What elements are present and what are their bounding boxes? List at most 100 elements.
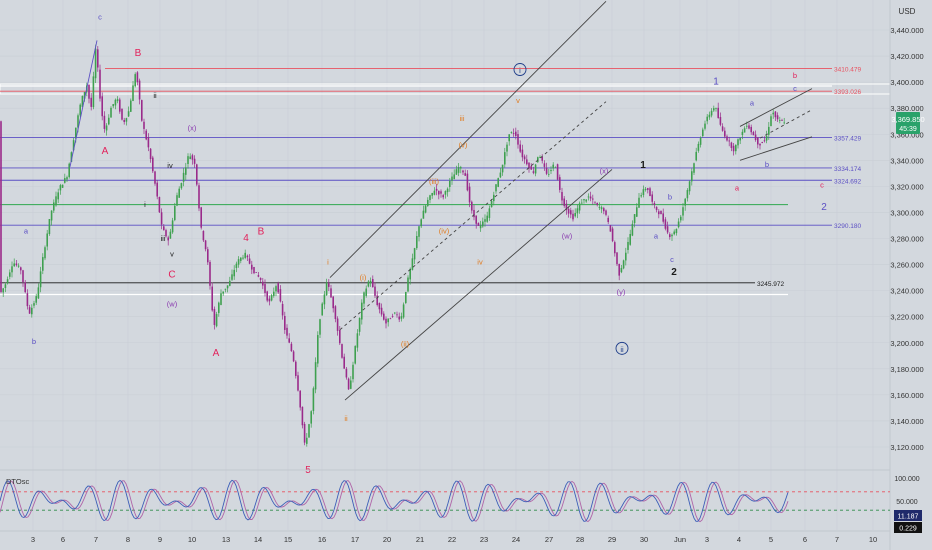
candle-body (273, 291, 275, 296)
candle-body (471, 201, 473, 211)
candle-body (429, 195, 431, 200)
candle-body (754, 134, 757, 140)
candle-body (251, 264, 253, 270)
candle-body (295, 361, 297, 376)
candle-body (416, 236, 418, 249)
wave-label: i (327, 258, 329, 267)
candle-body (361, 302, 363, 320)
candle-body (521, 149, 524, 158)
wave-label: (x) (188, 123, 197, 132)
candle-body (671, 234, 673, 237)
candle-body (11, 266, 13, 273)
candle-body (147, 137, 150, 148)
candle-body (191, 155, 194, 160)
candle-body (611, 228, 614, 242)
candle-body (275, 286, 277, 292)
x-tick-label: 3 (705, 535, 709, 544)
candle-body (598, 206, 601, 208)
candle-body (457, 167, 460, 173)
candle-body (548, 173, 550, 175)
osc-value-tag (894, 522, 922, 533)
candle-body (237, 259, 240, 265)
candle-body (253, 267, 255, 274)
wave-label: A (102, 146, 109, 157)
x-tick-label: 7 (94, 535, 98, 544)
candle-body (686, 190, 689, 199)
candle-body (288, 338, 290, 343)
candle-body (660, 210, 662, 215)
candle-body (391, 316, 394, 317)
candle-body (482, 221, 484, 227)
candle-body (752, 132, 755, 136)
candle-body (534, 164, 537, 174)
candle-body (512, 133, 515, 134)
candle-body (136, 72, 139, 83)
candle-body (704, 123, 706, 129)
wave-label: v (516, 96, 520, 105)
candle-body (356, 333, 359, 348)
candle-body (121, 108, 123, 120)
wave-label: (iii) (429, 177, 439, 186)
candle-body (666, 226, 669, 233)
candle-body (347, 378, 350, 390)
time-axis[interactable]: 3 6 7 8 9 10 13 14 15 16 17 20 21 22 23 24 27 28 29 30 Jun 3 4… (31, 535, 877, 544)
candle-body (187, 156, 189, 164)
candle-body (77, 115, 79, 128)
wave-label: C (168, 270, 175, 281)
x-tick-label: 6 (61, 535, 65, 544)
candle-body (768, 126, 770, 135)
candle-body (328, 283, 330, 287)
candle-body (550, 169, 552, 172)
candle-body (651, 194, 653, 202)
y-tick-label: 3,340.000 (890, 156, 923, 165)
candle-body (616, 252, 618, 265)
candle-body (633, 214, 636, 224)
candle-body (15, 263, 18, 266)
candle-body (46, 233, 48, 247)
candle-body (596, 202, 598, 205)
candle-body (594, 202, 596, 204)
trend-lines[interactable] (69, 1, 813, 401)
wave-label: c (793, 84, 797, 93)
candle-body (158, 197, 161, 213)
candle-body (556, 164, 559, 180)
wave-labels: cBii(x)ivAiiiivC(w)ab4BA5iii(i)(ii)iii(i… (24, 13, 827, 476)
candle-body (123, 119, 125, 122)
candle-body (730, 142, 733, 148)
candle-body (50, 210, 53, 221)
x-tick-label: 24 (512, 535, 520, 544)
candle-body (680, 216, 682, 221)
candle-body (97, 49, 99, 68)
candle-body (737, 139, 739, 146)
candle-body (724, 130, 726, 137)
candle-body (431, 192, 433, 196)
candle-body (130, 100, 132, 112)
candle-body (515, 131, 517, 136)
wave-label: A (213, 348, 220, 359)
candle-body (673, 231, 675, 235)
candle-body (108, 117, 110, 125)
candle-body (372, 279, 374, 288)
candle-body (284, 315, 286, 330)
candle-body (2, 288, 4, 293)
candle-body (475, 215, 477, 224)
trend-line (339, 101, 607, 331)
candle-body (675, 228, 678, 234)
price-axis[interactable]: 3,440.0003,420.0003,400.0003,380.0003,36… (890, 26, 923, 452)
candle-body (99, 69, 101, 99)
candle-body (22, 270, 24, 282)
horizontal-levels[interactable]: 3410.479 3393.026 3357.429 3334.174 3324.692… (0, 66, 861, 296)
candle-body (114, 99, 117, 106)
candle-body (501, 164, 504, 173)
wave-label: c (98, 13, 102, 22)
candle-body (609, 225, 612, 232)
candle-body (290, 343, 293, 352)
candles[interactable] (0, 44, 785, 447)
candle-body (218, 302, 220, 313)
candle-body (484, 219, 486, 222)
candle-body (688, 181, 691, 192)
candle-body (479, 224, 482, 229)
candle-body (620, 267, 623, 273)
